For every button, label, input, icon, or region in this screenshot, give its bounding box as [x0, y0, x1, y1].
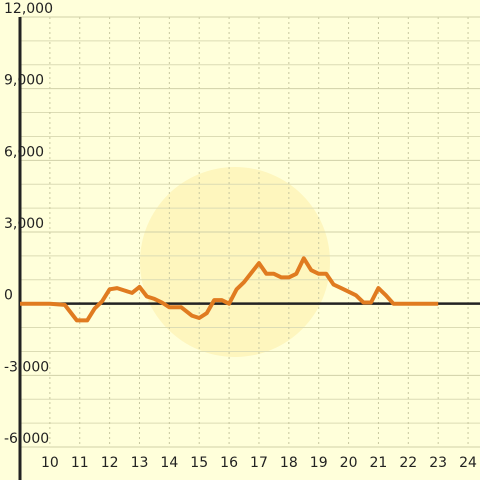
- x-tick-label: 24: [459, 455, 477, 471]
- y-tick-label: 12,000: [4, 1, 53, 17]
- x-tick-label: 18: [280, 455, 298, 471]
- x-tick-label: 21: [370, 455, 388, 471]
- x-tick-label: 13: [131, 455, 149, 471]
- x-tick-label: 19: [310, 455, 328, 471]
- y-tick-label: 6,000: [4, 144, 44, 160]
- y-tick-label: -3,000: [4, 359, 49, 375]
- x-tick-label: 23: [429, 455, 447, 471]
- y-tick-label: 3,000: [4, 216, 44, 232]
- x-tick-label: 16: [220, 455, 238, 471]
- x-tick-label: 14: [160, 455, 178, 471]
- y-tick-label: 9,000: [4, 73, 44, 89]
- x-tick-label: 20: [340, 455, 358, 471]
- y-tick-label: 0: [4, 288, 13, 304]
- x-tick-label: 10: [41, 455, 59, 471]
- x-tick-label: 22: [399, 455, 417, 471]
- y-tick-label: -6,000: [4, 431, 49, 447]
- line: [20, 256, 439, 323]
- x-tick-label: 12: [101, 455, 119, 471]
- x-tick-label: 15: [190, 455, 208, 471]
- watermark-logo: [140, 167, 330, 357]
- x-tick-label: 17: [250, 455, 268, 471]
- x-tick-label: 11: [71, 455, 89, 471]
